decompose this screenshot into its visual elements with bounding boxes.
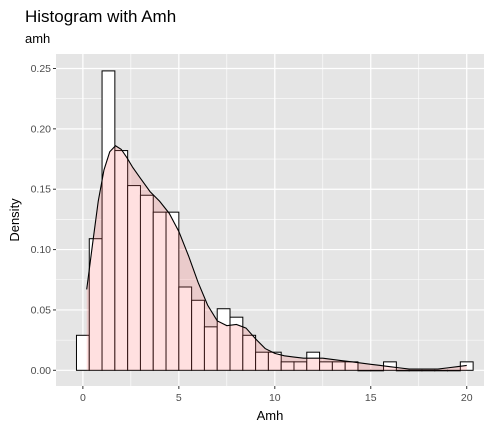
y-tick-label: 0.10 (31, 244, 52, 256)
density-area (86, 145, 467, 371)
x-tick-label: 20 (461, 392, 473, 404)
histogram-bar (267, 351, 282, 371)
y-tick-label: 0.15 (31, 184, 52, 196)
histogram-bar (447, 369, 461, 372)
density-layer (86, 145, 467, 371)
histogram-bar (306, 351, 321, 371)
y-tick-label: 0.05 (31, 304, 52, 316)
y-tick-label: 0.00 (31, 365, 52, 377)
chart-subtitle: amh (25, 31, 50, 46)
y-axis-label: Density (7, 198, 22, 242)
x-tick-label: 10 (269, 392, 281, 404)
histogram-bar (408, 369, 423, 372)
histogram-bars (75, 70, 474, 372)
y-axis: 0.00 0.05 0.10 0.15 0.20 0.25 (31, 63, 56, 377)
histogram-bar (370, 369, 385, 372)
x-axis-label: Amh (257, 408, 284, 423)
histogram-bar (421, 369, 436, 372)
x-tick-label: 0 (80, 392, 86, 404)
histogram-bar (434, 369, 449, 372)
density-line (86, 145, 467, 370)
y-tick-label: 0.20 (31, 123, 52, 135)
y-tick-label: 0.25 (31, 63, 52, 75)
histogram-bar (395, 369, 410, 372)
x-axis: 0 5 10 15 20 (80, 386, 473, 404)
x-tick-label: 15 (365, 392, 377, 404)
histogram-bar (357, 369, 372, 372)
x-tick-label: 5 (176, 392, 182, 404)
chart-title: Histogram with Amh (25, 7, 176, 26)
